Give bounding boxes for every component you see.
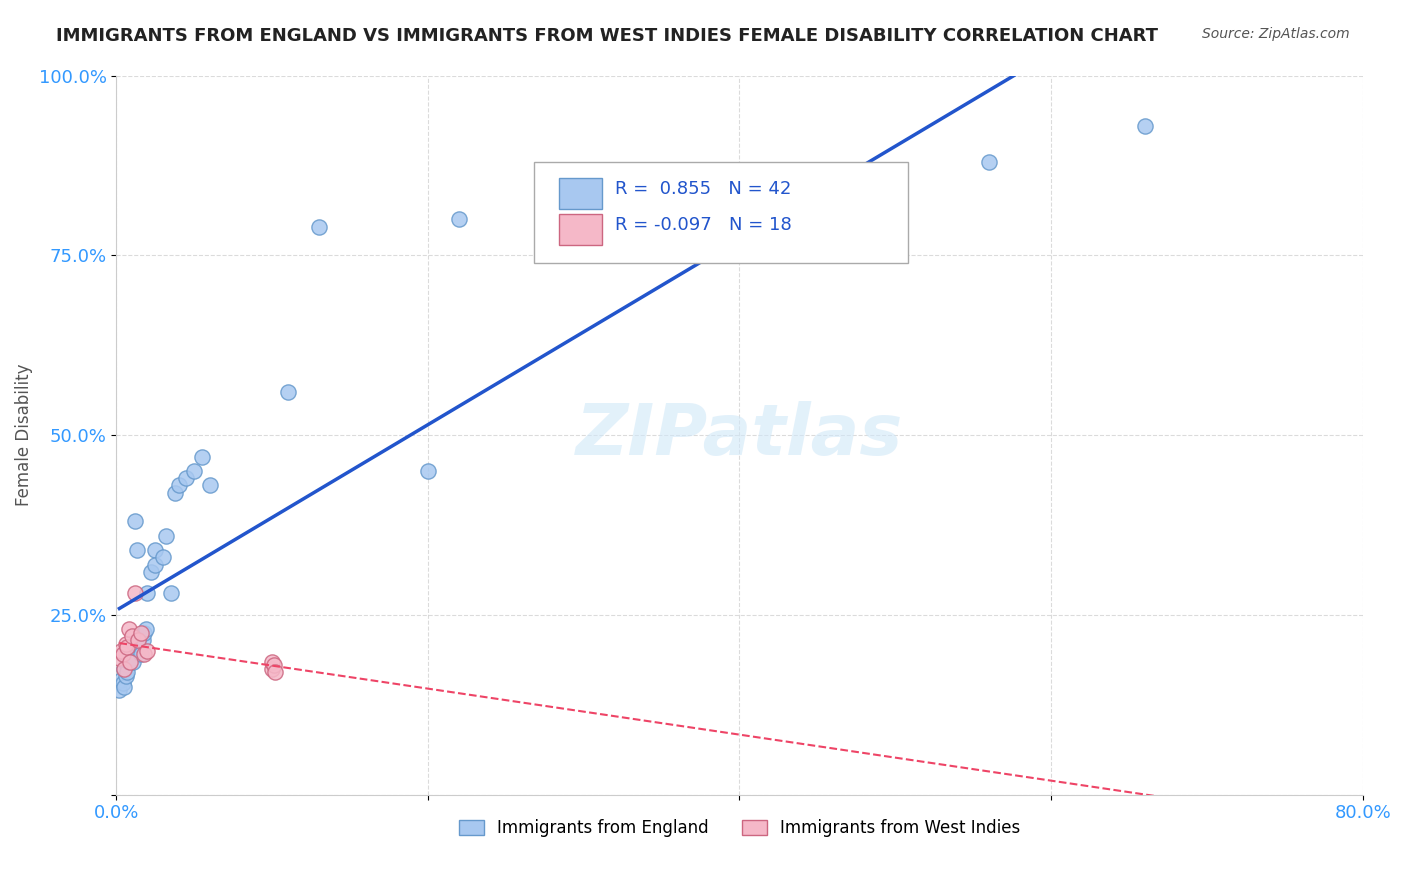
Text: Source: ZipAtlas.com: Source: ZipAtlas.com	[1202, 27, 1350, 41]
Point	[277, 384, 299, 399]
Point	[111, 676, 134, 690]
Text: IMMIGRANTS FROM ENGLAND VS IMMIGRANTS FROM WEST INDIES FEMALE DISABILITY CORRELA: IMMIGRANTS FROM ENGLAND VS IMMIGRANTS FR…	[56, 27, 1159, 45]
Point	[308, 219, 330, 234]
Point	[139, 565, 162, 579]
Point	[125, 543, 148, 558]
Point	[127, 637, 149, 651]
Point	[120, 648, 142, 662]
Point	[159, 586, 181, 600]
Point	[112, 662, 135, 676]
Point	[262, 662, 284, 676]
Point	[176, 471, 198, 485]
Point	[118, 622, 141, 636]
Point	[167, 478, 190, 492]
Point	[112, 662, 135, 676]
FancyBboxPatch shape	[534, 161, 908, 262]
Point	[127, 633, 149, 648]
Text: R =  0.855   N = 42: R = 0.855 N = 42	[614, 180, 792, 198]
Point	[155, 529, 177, 543]
Point	[108, 651, 131, 665]
Point	[110, 673, 132, 687]
Point	[121, 651, 143, 665]
Point	[122, 655, 145, 669]
Point	[447, 212, 470, 227]
Point	[191, 450, 214, 464]
Point	[634, 212, 657, 227]
Point	[108, 683, 131, 698]
Point	[124, 515, 146, 529]
Point	[977, 154, 1000, 169]
Point	[152, 550, 174, 565]
Point	[120, 655, 142, 669]
Point	[135, 622, 157, 636]
Point	[128, 630, 150, 644]
Point	[264, 665, 287, 680]
Text: ZIPatlas: ZIPatlas	[576, 401, 903, 469]
Text: R = -0.097   N = 18: R = -0.097 N = 18	[614, 216, 792, 234]
Point	[129, 626, 152, 640]
Point	[112, 680, 135, 694]
Point	[110, 644, 132, 658]
Point	[114, 669, 136, 683]
Point	[121, 630, 143, 644]
Point	[115, 665, 138, 680]
Point	[129, 648, 152, 662]
Point	[115, 640, 138, 655]
Point	[136, 586, 159, 600]
Point	[111, 648, 134, 662]
FancyBboxPatch shape	[558, 214, 602, 244]
FancyBboxPatch shape	[558, 178, 602, 209]
Point	[143, 543, 166, 558]
Point	[165, 485, 187, 500]
Point	[118, 655, 141, 669]
Point	[134, 626, 156, 640]
Point	[1133, 119, 1156, 133]
Point	[121, 644, 143, 658]
Y-axis label: Female Disability: Female Disability	[15, 364, 32, 507]
Point	[183, 464, 205, 478]
Point	[134, 648, 156, 662]
Point	[114, 637, 136, 651]
Point	[416, 464, 439, 478]
Point	[115, 658, 138, 673]
Point	[132, 633, 155, 648]
Point	[136, 644, 159, 658]
Point	[124, 586, 146, 600]
Legend: Immigrants from England, Immigrants from West Indies: Immigrants from England, Immigrants from…	[451, 813, 1026, 844]
Point	[263, 658, 285, 673]
Point	[118, 651, 141, 665]
Point	[143, 558, 166, 572]
Point	[262, 655, 284, 669]
Point	[198, 478, 221, 492]
